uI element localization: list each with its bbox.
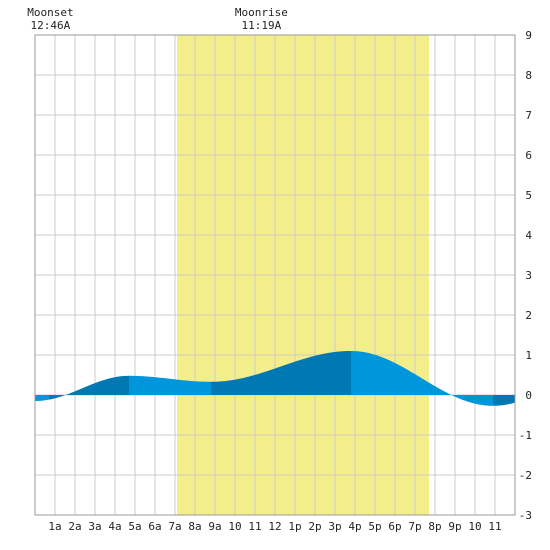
tide-band-6 (493, 395, 515, 406)
x-tick-label: 3p (328, 520, 341, 533)
tide-band-4 (211, 351, 351, 395)
y-tick-label: 1 (525, 349, 532, 362)
x-tick-label: 10 (468, 520, 481, 533)
x-tick-label: 12 (268, 520, 281, 533)
y-tick-label: 9 (525, 29, 532, 42)
x-tick-label: 9a (208, 520, 221, 533)
y-tick-label: 4 (525, 229, 532, 242)
x-tick-label: 2p (308, 520, 321, 533)
y-tick-label: -2 (519, 469, 532, 482)
tide-band-3 (129, 375, 211, 395)
moon-event-label: Moonrise (235, 6, 288, 19)
x-tick-label: 10 (228, 520, 241, 533)
y-tick-label: 0 (525, 389, 532, 402)
y-tick-label: 8 (525, 69, 532, 82)
plot-frame (34, 34, 516, 516)
x-tick-label: 11 (488, 520, 501, 533)
x-tick-label: 8p (428, 520, 441, 533)
x-tick-label: 5p (368, 520, 381, 533)
x-tick-label: 6a (148, 520, 161, 533)
x-tick-label: 2a (68, 520, 81, 533)
moon-event-time: 11:19A (242, 19, 282, 32)
x-tick-label: 11 (248, 520, 261, 533)
y-tick-label: 5 (525, 189, 532, 202)
y-tick-label: -1 (519, 429, 532, 442)
x-tick-label: 5a (128, 520, 141, 533)
y-tick-label: 6 (525, 149, 532, 162)
x-tick-label: 4a (108, 520, 121, 533)
x-tick-label: 4p (348, 520, 361, 533)
x-tick-label: 8a (188, 520, 201, 533)
x-tick-label: 1a (48, 520, 61, 533)
tide-band-1 (35, 395, 49, 401)
y-tick-label: 3 (525, 269, 532, 282)
x-tick-label: 1p (288, 520, 301, 533)
tide-band-2 (49, 375, 129, 400)
x-tick-label: 7p (408, 520, 421, 533)
x-tick-label: 7a (168, 520, 181, 533)
tide-band-5 (351, 351, 493, 406)
y-tick-label: 2 (525, 309, 532, 322)
x-tick-label: 3a (88, 520, 101, 533)
x-tick-label: 9p (448, 520, 461, 533)
moon-event-label: Moonset (27, 6, 73, 19)
y-tick-label: 7 (525, 109, 532, 122)
x-tick-label: 6p (388, 520, 401, 533)
y-tick-label: -3 (519, 509, 532, 522)
moon-event-time: 12:46A (31, 19, 71, 32)
